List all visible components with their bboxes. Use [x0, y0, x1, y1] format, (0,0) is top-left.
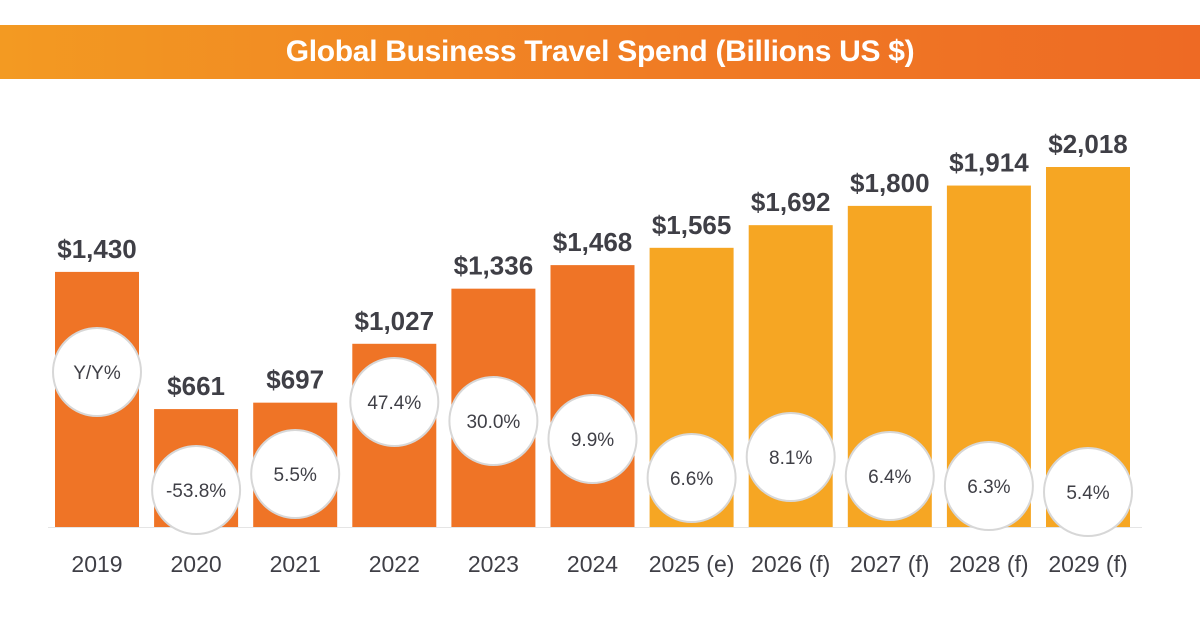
value-label: $1,027	[355, 306, 435, 336]
year-tick-label: 2021	[270, 551, 321, 577]
year-tick-label: 2025 (e)	[649, 551, 735, 577]
value-label: $2,018	[1048, 129, 1128, 159]
value-label: $1,692	[751, 187, 831, 217]
yoy-label: 5.5%	[274, 465, 317, 486]
yoy-label: 6.4%	[868, 467, 911, 488]
year-tick-label: 2022	[369, 551, 420, 577]
year-tick-label: 2029 (f)	[1048, 551, 1127, 577]
value-label: $1,800	[850, 168, 930, 198]
yoy-circle	[349, 357, 440, 447]
year-tick-label: 2026 (f)	[751, 551, 830, 577]
yoy-circle	[151, 445, 242, 535]
year-tick-label: 2027 (f)	[850, 551, 929, 577]
yoy-label: -53.8%	[166, 481, 226, 502]
value-label: $697	[266, 365, 324, 395]
value-label: $1,468	[553, 227, 633, 257]
yoy-label: 5.4%	[1066, 483, 1109, 504]
value-label: $1,565	[652, 210, 732, 240]
yoy-label: 9.9%	[571, 430, 614, 451]
yoy-circle	[448, 376, 539, 466]
yoy-label: 6.3%	[967, 477, 1010, 498]
yoy-circle	[52, 327, 142, 417]
yoy-circle	[250, 429, 341, 519]
yoy-label: 8.1%	[769, 448, 812, 469]
yoy-label: 30.0%	[466, 412, 520, 433]
year-tick-label: 2028 (f)	[949, 551, 1028, 577]
yoy-circle	[646, 433, 737, 523]
value-label: $1,914	[949, 148, 1029, 178]
yoy-circle	[1043, 447, 1133, 537]
year-tick-label: 2024	[567, 551, 618, 577]
value-label: $1,336	[454, 251, 534, 281]
year-tick-label: 2020	[171, 551, 222, 577]
chart-title-bar: Global Business Travel Spend (Billions U…	[0, 25, 1200, 79]
yoy-label: Y/Y%	[73, 363, 121, 384]
year-tick-label: 2023	[468, 551, 519, 577]
yoy-circle	[745, 412, 836, 502]
year-tick-label: 2019	[71, 551, 122, 577]
value-label: $1,430	[57, 234, 137, 264]
yoy-label: 6.6%	[670, 469, 713, 490]
value-label: $661	[167, 371, 225, 401]
yoy-label: 47.4%	[367, 393, 421, 414]
chart-title: Global Business Travel Spend (Billions U…	[285, 35, 915, 68]
yoy-circle	[547, 394, 638, 484]
yoy-circle	[943, 441, 1034, 531]
yoy-circle	[844, 431, 935, 521]
